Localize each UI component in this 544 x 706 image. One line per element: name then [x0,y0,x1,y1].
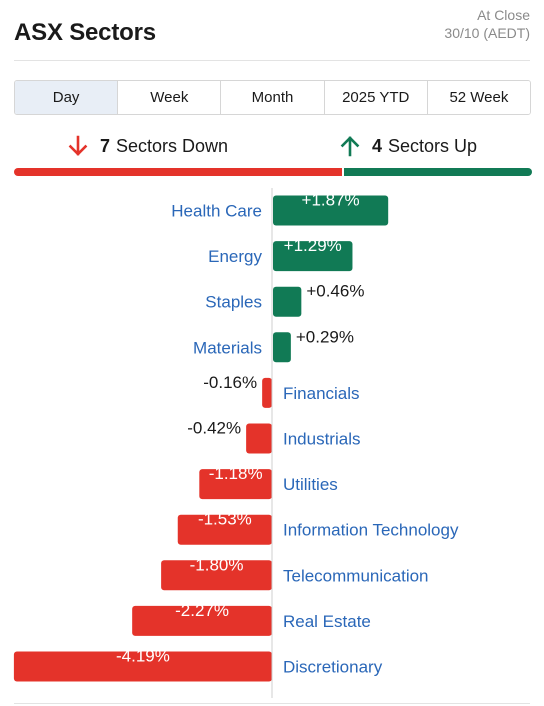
header: ASX Sectors At Close 30/10 (AEDT) [14,0,530,60]
value-label-staples: +0.46% [306,282,364,301]
as-of-date: 30/10 (AEDT) [444,25,530,41]
value-label-discretionary: -4.19% [116,647,170,666]
value-label-materials: +0.29% [296,327,354,346]
value-label-utilities: -1.18% [209,464,263,483]
bar-discretionary [13,651,273,682]
bar-financials [262,377,272,408]
bar-real-estate [132,605,272,636]
tab-ytd[interactable]: 2025 YTD [324,81,428,114]
bar-staples [273,286,302,317]
bar-utilities [199,469,272,500]
sector-label-utilities[interactable]: Utilities [283,475,338,494]
sectors-down-summary: 7 Sectors Down [68,132,228,160]
sector-label-discretionary[interactable]: Discretionary [283,658,383,677]
value-label-health-care: +1.87% [302,191,360,210]
sectors-down-ratio-bar [14,168,342,176]
tab-52-week[interactable]: 52 Week [427,81,530,114]
arrow-up-icon [340,135,360,157]
arrow-down-icon [68,135,88,157]
bar-telecommunication [161,560,272,591]
sectors-down-label: Sectors Down [116,135,229,156]
value-label-financials: -0.16% [203,373,257,392]
bar-materials [273,332,291,363]
sectors-up-label: Sectors Up [388,135,478,156]
sectors-up-summary: 4 Sectors Up [340,132,477,160]
value-label-information-technology: -1.53% [198,510,252,529]
sector-label-staples[interactable]: Staples [205,293,262,312]
sector-label-real-estate[interactable]: Real Estate [283,612,371,631]
tab-week[interactable]: Week [118,81,222,114]
sector-performance-chart: +1.87% Health Care +1.29% Energy +0.46% Stapl… [13,188,459,698]
sector-label-information-technology[interactable]: Information Technology [283,521,459,540]
value-label-real-estate: -2.27% [175,601,229,620]
sector-label-health-care[interactable]: Health Care [171,202,262,221]
sectors-down-count: 7 [100,135,111,156]
value-label-telecommunication: -1.80% [190,555,244,574]
bar-health-care [273,195,389,226]
footer-divider [14,703,530,704]
period-tabs: Day Week Month 2025 YTD 52 Week [14,80,531,115]
value-label-energy: +1.29% [284,236,342,255]
bar-information-technology [177,514,272,545]
sector-label-energy[interactable]: Energy [208,247,262,266]
bar-energy [273,241,353,272]
sector-label-financials[interactable]: Financials [283,384,360,403]
sectors-up-count: 4 [372,135,383,156]
as-of-timestamp: At Close 30/10 (AEDT) [444,6,530,42]
sector-label-materials[interactable]: Materials [193,338,262,357]
tab-month[interactable]: Month [221,81,325,114]
sectors-up-ratio-bar [344,168,532,176]
header-divider [14,60,530,61]
sector-label-industrials[interactable]: Industrials [283,430,360,449]
value-label-industrials: -0.42% [187,419,241,438]
tab-day[interactable]: Day [15,81,119,114]
page-title: ASX Sectors [14,19,156,46]
sector-label-telecommunication[interactable]: Telecommunication [283,566,429,585]
as-of-label: At Close [477,7,530,23]
bar-industrials [246,423,272,454]
